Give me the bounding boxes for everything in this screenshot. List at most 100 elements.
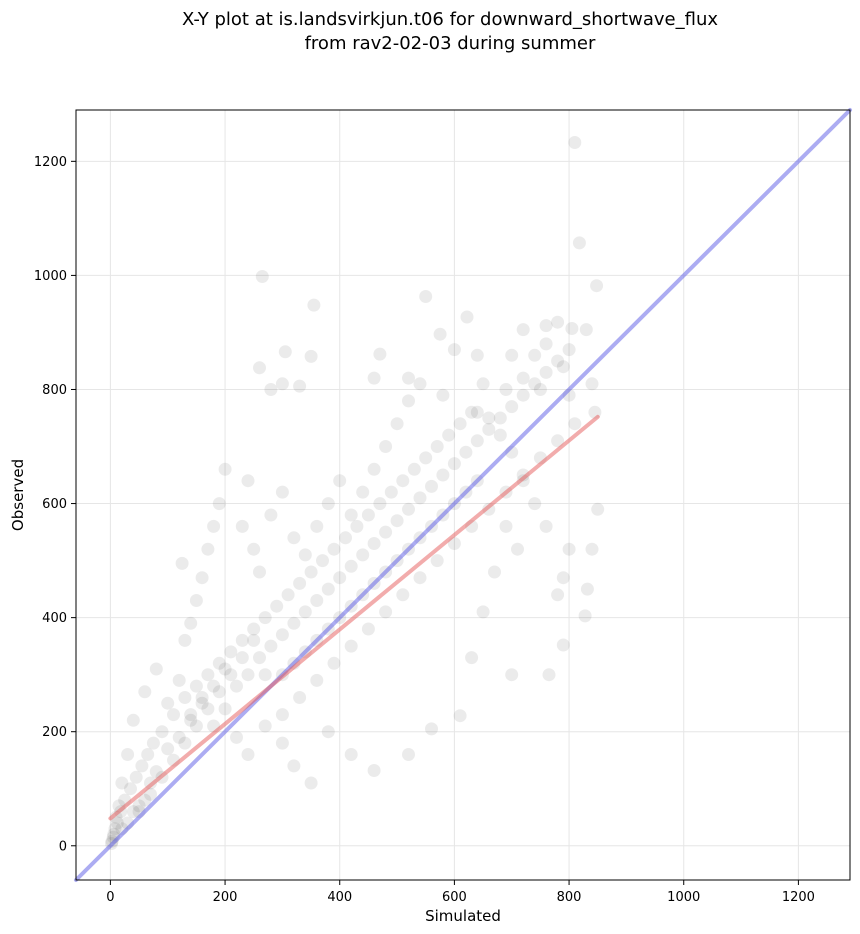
data-point	[270, 599, 284, 613]
data-point	[542, 668, 556, 682]
data-point	[373, 347, 387, 361]
data-point	[247, 622, 261, 636]
data-point	[460, 310, 474, 324]
data-point	[155, 725, 169, 739]
data-point	[327, 542, 341, 556]
data-point	[425, 479, 438, 493]
data-point	[551, 354, 565, 368]
data-point	[224, 668, 238, 682]
data-point	[212, 656, 226, 670]
data-point	[333, 571, 347, 585]
x-tick-label: 200	[213, 890, 238, 905]
data-point	[528, 348, 542, 362]
data-point	[287, 759, 301, 773]
data-point	[579, 323, 593, 337]
data-point	[178, 633, 192, 647]
data-point	[344, 639, 358, 653]
data-point	[430, 440, 444, 453]
data-point	[476, 605, 490, 619]
data-point	[470, 405, 484, 419]
data-point	[413, 491, 427, 505]
data-point	[379, 440, 393, 453]
data-point	[178, 691, 192, 704]
data-point	[493, 411, 507, 425]
data-point	[298, 548, 312, 562]
data-point	[230, 730, 243, 744]
data-point	[402, 394, 415, 408]
data-point	[390, 417, 404, 431]
data-point	[430, 554, 444, 568]
data-point	[195, 571, 209, 585]
data-point	[241, 474, 255, 488]
data-point	[316, 554, 329, 568]
data-point	[224, 645, 238, 659]
data-point	[138, 793, 152, 807]
data-point	[465, 405, 479, 419]
data-point	[367, 371, 381, 385]
data-point	[235, 651, 249, 665]
data-point	[379, 605, 393, 619]
data-point	[258, 719, 272, 733]
data-point	[149, 765, 163, 779]
data-point	[126, 713, 140, 727]
data-point	[373, 497, 387, 511]
data-point	[172, 673, 186, 687]
data-point	[482, 411, 496, 425]
data-point	[425, 722, 438, 736]
data-point	[207, 679, 221, 693]
data-point	[447, 457, 461, 471]
data-point	[556, 638, 570, 652]
regression-line	[108, 414, 600, 821]
data-point	[144, 787, 157, 801]
data-point	[321, 497, 335, 511]
data-point	[465, 651, 479, 665]
data-point	[499, 383, 513, 396]
data-point	[201, 702, 215, 716]
data-point	[433, 327, 447, 341]
y-tick-label: 0	[59, 839, 67, 854]
data-point	[275, 485, 289, 499]
data-point	[327, 656, 341, 670]
data-point	[184, 708, 198, 722]
data-point	[407, 462, 421, 476]
data-point	[253, 361, 266, 375]
data-point	[419, 290, 433, 303]
data-point	[528, 377, 542, 391]
data-point	[189, 719, 203, 733]
data-point	[195, 691, 209, 704]
y-axis: 0 200 400 600 800 1000 1200	[34, 155, 76, 854]
data-point	[264, 383, 278, 396]
data-point	[218, 662, 232, 676]
data-point	[350, 519, 364, 533]
data-point	[310, 594, 324, 607]
data-point	[442, 428, 456, 442]
data-point	[367, 764, 381, 777]
data-point	[488, 565, 501, 579]
chart-title: X-Y plot at is.landsvirkjun.t06 for down…	[182, 9, 718, 30]
data-point	[218, 462, 232, 476]
data-point	[189, 594, 203, 607]
x-tick-label: 800	[557, 890, 582, 905]
data-point	[556, 360, 570, 374]
data-point	[129, 770, 143, 784]
data-point	[258, 668, 272, 682]
data-point	[516, 468, 530, 482]
y-axis-label: Observed	[9, 459, 27, 531]
x-tick-label: 0	[106, 890, 114, 905]
data-point	[172, 730, 186, 744]
data-point	[264, 508, 278, 522]
data-point	[146, 736, 160, 750]
data-point	[390, 514, 404, 528]
data-point	[212, 497, 226, 511]
data-point	[590, 279, 604, 293]
data-point	[453, 709, 467, 723]
data-point	[141, 748, 155, 761]
data-point	[184, 713, 198, 727]
data-point	[396, 474, 410, 488]
data-point	[356, 548, 370, 562]
data-point	[476, 377, 490, 391]
y-tick-label: 800	[42, 383, 67, 398]
data-point	[344, 748, 358, 761]
data-point	[135, 759, 149, 773]
scatter-points	[105, 136, 605, 850]
